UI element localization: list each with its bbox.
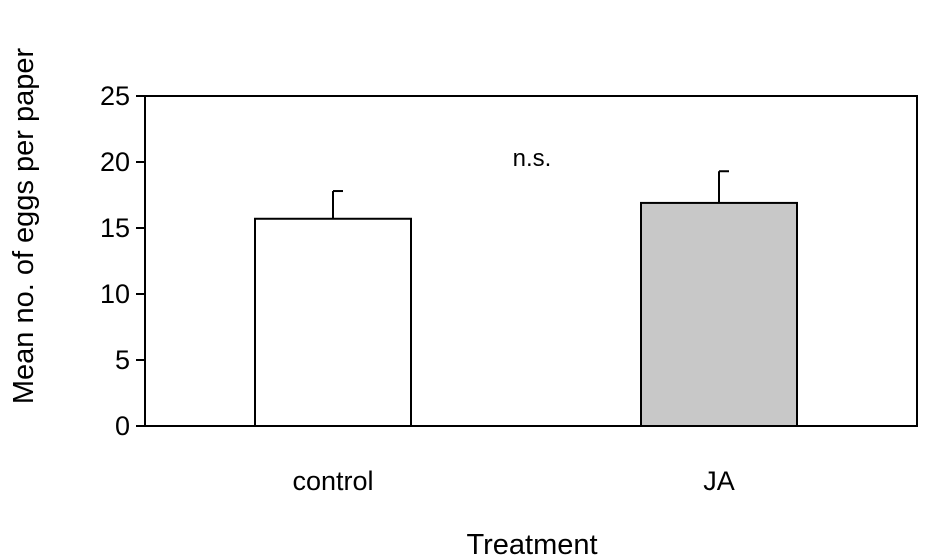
x-tick-label-JA: JA <box>703 466 735 496</box>
y-axis-title: Mean no. of eggs per paper <box>8 48 40 405</box>
y-tick-label-25: 25 <box>100 81 130 111</box>
y-tick-label-20: 20 <box>100 147 130 177</box>
y-tick-label-10: 10 <box>100 279 130 309</box>
y-axis-ticks: 0 5 10 15 20 25 <box>100 81 145 441</box>
y-tick-label-5: 5 <box>115 345 130 375</box>
x-tick-label-control: control <box>292 466 373 496</box>
x-axis-category-labels: control JA <box>292 466 734 496</box>
bars <box>254 201 798 427</box>
error-bars <box>332 170 729 219</box>
x-axis-title: Treatment <box>466 529 597 560</box>
y-tick-label-0: 0 <box>115 411 130 441</box>
y-tick-label-15: 15 <box>100 213 130 243</box>
bar-control <box>254 217 412 427</box>
significance-annotation: n.s. <box>513 145 552 172</box>
bar-JA <box>640 201 798 427</box>
plot-frame <box>144 95 918 427</box>
